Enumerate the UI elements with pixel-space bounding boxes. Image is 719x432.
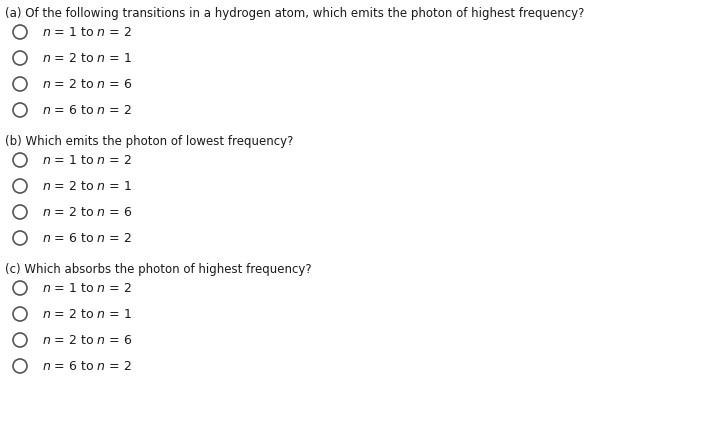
Text: $n$ = 2 to $n$ = 6: $n$ = 2 to $n$ = 6 xyxy=(42,334,132,346)
Text: (c) Which absorbs the photon of highest frequency?: (c) Which absorbs the photon of highest … xyxy=(5,263,311,276)
Text: $n$ = 6 to $n$ = 2: $n$ = 6 to $n$ = 2 xyxy=(42,359,132,372)
Text: $n$ = 6 to $n$ = 2: $n$ = 6 to $n$ = 2 xyxy=(42,232,132,245)
Text: $n$ = 2 to $n$ = 1: $n$ = 2 to $n$ = 1 xyxy=(42,51,132,64)
Text: (b) Which emits the photon of lowest frequency?: (b) Which emits the photon of lowest fre… xyxy=(5,135,293,148)
Text: $n$ = 6 to $n$ = 2: $n$ = 6 to $n$ = 2 xyxy=(42,104,132,117)
Text: $n$ = 2 to $n$ = 6: $n$ = 2 to $n$ = 6 xyxy=(42,206,132,219)
Text: $n$ = 1 to $n$ = 2: $n$ = 1 to $n$ = 2 xyxy=(42,153,132,166)
Text: $n$ = 2 to $n$ = 1: $n$ = 2 to $n$ = 1 xyxy=(42,180,132,193)
Text: $n$ = 2 to $n$ = 1: $n$ = 2 to $n$ = 1 xyxy=(42,308,132,321)
Text: $n$ = 1 to $n$ = 2: $n$ = 1 to $n$ = 2 xyxy=(42,25,132,38)
Text: $n$ = 2 to $n$ = 6: $n$ = 2 to $n$ = 6 xyxy=(42,77,132,90)
Text: (a) Of the following transitions in a hydrogen atom, which emits the photon of h: (a) Of the following transitions in a hy… xyxy=(5,7,585,20)
Text: $n$ = 1 to $n$ = 2: $n$ = 1 to $n$ = 2 xyxy=(42,282,132,295)
